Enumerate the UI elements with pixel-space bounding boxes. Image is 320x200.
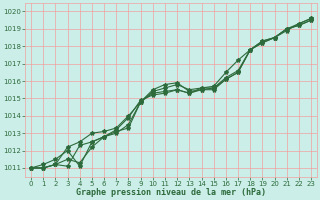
X-axis label: Graphe pression niveau de la mer (hPa): Graphe pression niveau de la mer (hPa) [76,188,266,197]
